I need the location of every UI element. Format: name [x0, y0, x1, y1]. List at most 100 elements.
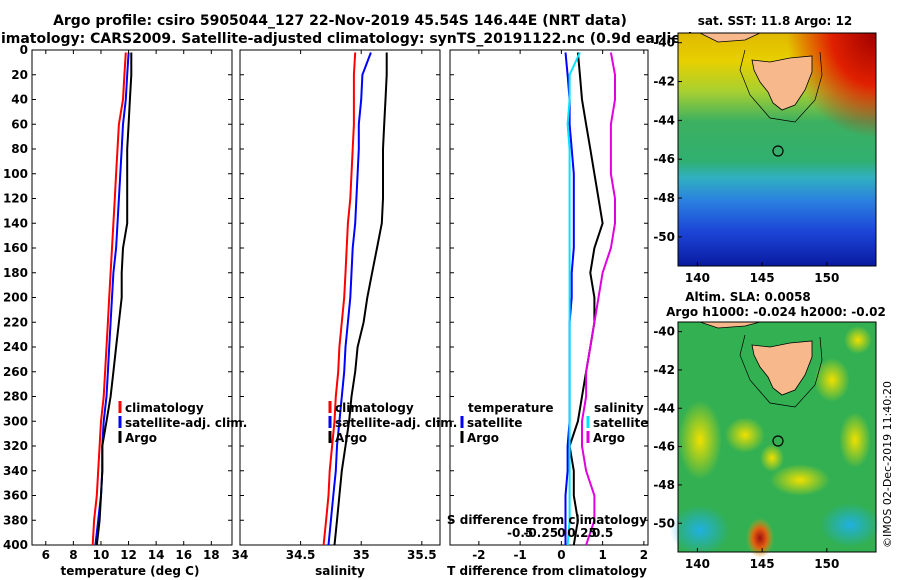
map-x-tick-label: 150	[814, 557, 839, 571]
depth-tick-label: 120	[3, 192, 28, 206]
sla-blue-patch	[670, 505, 730, 555]
series-line-salinity-argo	[581, 52, 616, 546]
x-tick-label: 35.5	[407, 548, 437, 562]
sla-blob	[678, 400, 722, 480]
s-tick-label: -0.5	[507, 526, 533, 540]
series-line-satellite-adj-clim-	[327, 52, 372, 546]
sla-frame	[677, 321, 877, 553]
salinity-legend: climatology satellite-adj. clim. Argo	[328, 401, 457, 445]
difference-series	[564, 52, 616, 546]
map-x-tick-label: 140	[685, 271, 710, 285]
sla-blob	[770, 464, 830, 496]
s-tick-label: 0.25	[567, 526, 597, 540]
legend-label-satellite: satellite-adj. clim.	[125, 416, 247, 430]
series-line-temperature-satellite	[564, 52, 575, 545]
sst-argo-marker	[772, 145, 784, 157]
sla-blob	[814, 358, 850, 402]
depth-tick-label: 400	[3, 538, 28, 552]
legend-label-s-satellite: satellite	[593, 416, 648, 430]
depth-tick-label: 40	[11, 93, 28, 107]
difference-xlabel: T difference from climatology	[447, 564, 647, 578]
depth-tick-label: 220	[3, 315, 28, 329]
sla-tasmania	[751, 340, 813, 396]
depth-tick-label: 360	[3, 489, 28, 503]
series-line-argo	[95, 52, 133, 546]
sla-blob	[839, 412, 871, 468]
depth-tick-label: 0	[20, 43, 28, 57]
sla-map-title-1: Altim. SLA: 0.0058	[685, 290, 811, 304]
difference-axes	[449, 49, 649, 546]
sst-tasmania	[751, 55, 813, 111]
x-tick-label: 8	[69, 548, 77, 562]
temperature-series	[91, 52, 133, 546]
x-tick-label: 2	[640, 548, 648, 562]
x-tick-label: 14	[148, 548, 165, 562]
depth-tick-label: 140	[3, 216, 28, 230]
legend-label-t-satellite: satellite	[467, 416, 522, 430]
x-tick-label: 12	[120, 548, 137, 562]
x-tick-label: 1	[598, 548, 606, 562]
depth-tick-label: 160	[3, 241, 28, 255]
map-x-tick-label: 150	[814, 271, 839, 285]
sla-map-ticks: -40 -42 -44 -46 -48 -50 140 145 150	[653, 325, 839, 571]
legend-label-argo: Argo	[125, 431, 157, 445]
series-line-argo	[333, 52, 388, 546]
depth-tick-label: 240	[3, 340, 28, 354]
sla-blob	[760, 444, 784, 472]
title-line-2: Climatology: CARS2009. Satellite-adjuste…	[0, 31, 694, 47]
x-tick-label: 6	[42, 548, 50, 562]
x-tick-label: 34	[232, 548, 249, 562]
depth-tick-label: 300	[3, 414, 28, 428]
salinity-axes	[239, 49, 441, 546]
sla-map	[670, 321, 880, 558]
series-line-temperature-argo	[568, 52, 604, 546]
sla-shelf-contour	[739, 334, 823, 408]
axis-ticks: 6 8 10 12 14 16 18 34 34.5 35 35.5 -2 -1 0 1 2-0.5-0.25…	[32, 49, 648, 562]
legend-label-climatology: climatology	[125, 401, 204, 415]
s-tick-label: 0	[557, 526, 565, 540]
depth-tick-label: 180	[3, 266, 28, 280]
legend-label-t-argo: Argo	[467, 431, 499, 445]
sla-blob	[725, 417, 765, 453]
depth-tick-label: 320	[3, 439, 28, 453]
legend-label-satellite: satellite-adj. clim.	[335, 416, 457, 430]
sst-map	[677, 32, 877, 267]
s-difference-xlabel: S difference from climatology	[447, 513, 647, 527]
x-tick-label: 0	[557, 548, 565, 562]
legend-title-salinity: salinity	[594, 401, 644, 415]
legend-label-argo: Argo	[335, 431, 367, 445]
sla-blob	[844, 326, 872, 354]
sla-blue-patch	[820, 503, 880, 547]
map-y-tick-label: -42	[653, 75, 675, 89]
legend-title-temperature: temperature	[468, 401, 553, 415]
legend-label-climatology: climatology	[335, 401, 414, 415]
map-y-tick-label: -40	[653, 325, 675, 339]
depth-tick-label: 20	[11, 68, 28, 82]
map-y-tick-label: -48	[653, 478, 675, 492]
depth-tick-label: 100	[3, 167, 28, 181]
depth-tick-label: 60	[11, 117, 28, 131]
depth-tick-label: 340	[3, 464, 28, 478]
sst-frame	[677, 32, 877, 267]
s-tick-label: 0.5	[592, 526, 613, 540]
depth-tick-label: 80	[11, 142, 28, 156]
temperature-xlabel: temperature (deg C)	[61, 564, 200, 578]
temperature-legend: climatology satellite-adj. clim. Argo	[118, 401, 247, 445]
series-line-salinity-satellite	[566, 52, 581, 546]
map-y-tick-label: -48	[653, 191, 675, 205]
x-tick-label: -2	[472, 548, 485, 562]
map-y-tick-label: -50	[653, 516, 675, 530]
sla-argo-marker	[772, 435, 784, 447]
x-tick-label: 35	[353, 548, 370, 562]
depth-tick-label: 260	[3, 365, 28, 379]
series-line-climatology	[322, 52, 357, 546]
depth-tick-label: 280	[3, 390, 28, 404]
x-tick-label: 34.5	[286, 548, 316, 562]
sla-map-title-2: Argo h1000: -0.024 h2000: -0.02	[666, 305, 886, 319]
difference-legend: temperature satellite Argo salinity sate…	[460, 401, 648, 445]
map-x-tick-label: 145	[750, 557, 775, 571]
title-line-1: Argo profile: csiro 5905044_127 22-Nov-2…	[53, 13, 627, 29]
x-tick-label: 18	[203, 548, 220, 562]
map-y-tick-label: -42	[653, 363, 675, 377]
